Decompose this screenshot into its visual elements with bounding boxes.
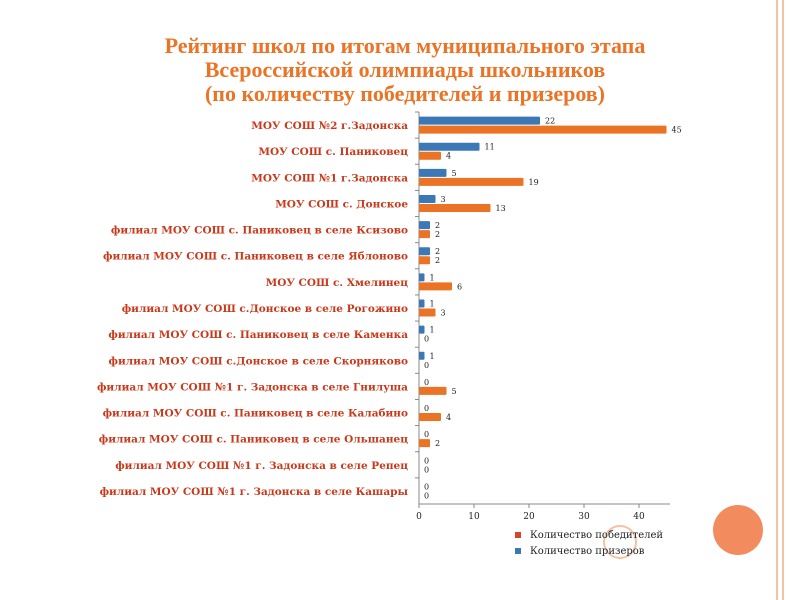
- x-tick-label: 10: [468, 512, 480, 522]
- bar-winners: [419, 413, 441, 422]
- data-label-winners: 2: [435, 439, 440, 448]
- data-label-prizewinners: 5: [452, 169, 457, 178]
- bar-prizewinners: [419, 247, 430, 256]
- data-label-winners: 2: [435, 256, 440, 265]
- bar-prizewinners: [419, 351, 425, 360]
- decorative-circle: [713, 505, 763, 555]
- x-tick-label: 40: [633, 512, 645, 522]
- data-label-winners: 13: [496, 204, 506, 213]
- bar-prizewinners: [419, 168, 447, 177]
- category-label: филиал МОУ СОШ с. Паниковец в селе Камен…: [108, 329, 408, 341]
- data-label-winners: 4: [446, 413, 451, 422]
- data-label-prizewinners: 2: [435, 221, 440, 230]
- bar-winners: [419, 439, 430, 448]
- x-tick-label: 20: [523, 512, 535, 522]
- data-label-prizewinners: 0: [424, 430, 429, 439]
- data-label-prizewinners: 1: [430, 352, 435, 361]
- data-label-winners: 6: [457, 282, 462, 291]
- bar-prizewinners: [419, 221, 430, 230]
- bar-winners: [419, 230, 430, 239]
- data-label-prizewinners: 2: [435, 247, 440, 256]
- data-label-prizewinners: 11: [485, 143, 495, 152]
- title-line-2: Всероссийской олимпиады школьников: [204, 57, 606, 82]
- bar-winners: [419, 386, 447, 395]
- chart-title: Рейтинг школ по итогам муниципального эт…: [95, 34, 715, 106]
- data-label-winners: 45: [672, 126, 682, 135]
- data-label-winners: 0: [424, 491, 429, 500]
- decorative-line-right: [782, 0, 784, 600]
- category-label: МОУ СОШ с. Донское: [275, 198, 408, 210]
- data-label-prizewinners: 22: [545, 117, 555, 126]
- bar-prizewinners: [419, 299, 425, 308]
- chart-legend: Количество победителей Количество призер…: [515, 527, 663, 559]
- x-tick-label: 30: [578, 512, 590, 522]
- decorative-line-left: [776, 0, 778, 600]
- data-label-prizewinners: 3: [441, 195, 446, 204]
- legend-item-prizewinners: Количество призеров: [515, 543, 663, 559]
- bar-winners: [419, 203, 491, 212]
- title-line-1: Рейтинг школ по итогам муниципального эт…: [164, 33, 646, 58]
- category-label: филиал МОУ СОШ №1 г. Задонска в селе Реп…: [115, 460, 408, 472]
- bar-prizewinners: [419, 194, 436, 203]
- data-label-prizewinners: 1: [430, 300, 435, 309]
- data-label-prizewinners: 0: [424, 456, 429, 465]
- legend-item-winners: Количество победителей: [515, 527, 663, 543]
- data-label-winners: 0: [424, 465, 429, 474]
- legend-swatch-prizewinners: [515, 548, 521, 554]
- data-label-winners: 3: [441, 309, 446, 318]
- data-label-prizewinners: 0: [424, 378, 429, 387]
- data-label-winners: 2: [435, 230, 440, 239]
- legend-label-prizewinners: Количество призеров: [530, 545, 645, 557]
- category-label: МОУ СОШ с. Паниковец: [258, 146, 408, 158]
- data-label-prizewinners: 0: [424, 482, 429, 491]
- data-label-prizewinners: 1: [430, 273, 435, 282]
- title-line-3: (по количеству победителей и призеров): [204, 81, 606, 106]
- bar-winners: [419, 256, 430, 265]
- category-label: филиал МОУ СОШ с. Паниковец в селе Яблон…: [103, 251, 408, 263]
- category-label: филиал МОУ СОШ №1 г. Задонска в селе Каш…: [100, 486, 409, 498]
- category-label: МОУ СОШ с. Хмелинец: [266, 277, 409, 289]
- category-label: МОУ СОШ №1 г.Задонска: [251, 172, 408, 184]
- x-tick-label: 0: [416, 512, 422, 522]
- category-label: МОУ СОШ №2 г.Задонска: [251, 120, 408, 132]
- category-label: филиал МОУ СОШ с. Паниковец в селе Ксизо…: [111, 225, 408, 237]
- bar-winners: [419, 151, 441, 160]
- category-label: филиал МОУ СОШ с.Донское в селе Скорняко…: [109, 355, 409, 367]
- bar-prizewinners: [419, 273, 425, 282]
- data-label-winners: 0: [424, 335, 429, 344]
- bar-winners: [419, 282, 452, 291]
- legend-swatch-winners: [515, 532, 521, 538]
- data-label-winners: 19: [529, 178, 539, 187]
- decorative-ring: [603, 525, 637, 559]
- category-label: филиал МОУ СОШ с.Донское в селе Рогожино: [122, 303, 408, 315]
- bar-prizewinners: [419, 116, 540, 125]
- data-label-prizewinners: 0: [424, 404, 429, 413]
- data-label-winners: 0: [424, 361, 429, 370]
- bar-winners: [419, 308, 436, 317]
- data-label-prizewinners: 1: [430, 326, 435, 335]
- category-label: филиал МОУ СОШ с. Паниковец в селе Ольша…: [99, 434, 408, 446]
- bar-prizewinners: [419, 325, 425, 334]
- data-label-winners: 4: [446, 152, 451, 161]
- bar-winners: [419, 177, 524, 186]
- category-label: филиал МОУ СОШ №1 г. Задонска в селе Гни…: [97, 381, 408, 393]
- data-label-winners: 5: [452, 387, 457, 396]
- bar-winners: [419, 125, 667, 134]
- category-label: филиал МОУ СОШ с. Паниковец в селе Калаб…: [103, 408, 408, 420]
- legend-label-winners: Количество победителей: [530, 529, 664, 541]
- bar-prizewinners: [419, 142, 480, 151]
